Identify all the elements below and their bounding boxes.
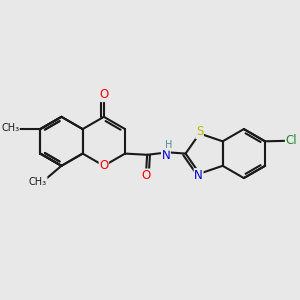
- Text: O: O: [141, 169, 151, 182]
- Text: O: O: [99, 88, 109, 101]
- Text: N: N: [194, 169, 203, 182]
- Text: CH₃: CH₃: [1, 123, 19, 133]
- Text: S: S: [196, 125, 203, 139]
- Text: N: N: [161, 149, 170, 162]
- Text: H: H: [165, 140, 172, 150]
- Text: Cl: Cl: [286, 134, 297, 147]
- Text: O: O: [99, 159, 109, 172]
- Text: CH₃: CH₃: [29, 177, 47, 187]
